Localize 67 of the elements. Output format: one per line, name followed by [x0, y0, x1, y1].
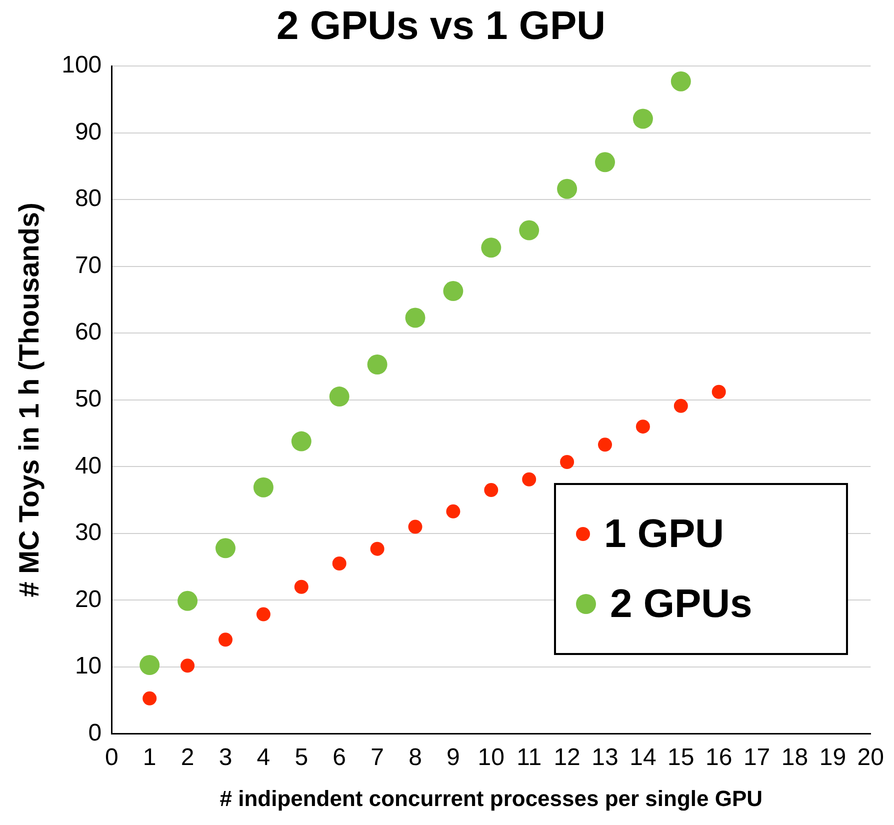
x-tick-label: 2: [180, 744, 194, 771]
point: [329, 386, 350, 407]
point: [218, 632, 232, 647]
point: [598, 438, 612, 452]
x-tick-label: 15: [668, 744, 694, 771]
x-axis-title: # indipendent concurrent processes per single GPU: [220, 786, 763, 811]
x-tick-label: 9: [446, 744, 460, 771]
x-tick-label: 8: [408, 744, 422, 771]
point: [294, 580, 308, 594]
x-tick-label: 14: [630, 744, 656, 771]
legend-label: 1 GPU: [604, 512, 724, 556]
x-tick-label: 1: [142, 744, 156, 771]
point: [215, 538, 236, 558]
point: [595, 152, 615, 172]
x-tick-label: 7: [370, 744, 384, 771]
point: [636, 420, 650, 434]
y-tick-label: 100: [62, 52, 102, 79]
point: [405, 308, 426, 328]
point: [370, 542, 384, 556]
point: [142, 691, 157, 706]
point: [178, 590, 198, 611]
point: [670, 71, 691, 92]
x-tick-label: 3: [218, 744, 232, 771]
point: [443, 281, 464, 302]
x-tick-label: 13: [592, 744, 618, 771]
x-tick-label: 10: [478, 744, 504, 771]
point: [140, 655, 160, 676]
point: [291, 431, 312, 452]
x-tick-label: 12: [554, 744, 580, 771]
x-tick-label: 17: [743, 744, 770, 771]
x-tick-label: 6: [332, 744, 346, 771]
y-axis-title: # MC Toys in 1 h (Thousands): [14, 202, 45, 598]
point: [557, 178, 578, 199]
point: [484, 483, 498, 498]
x-tick-label: 20: [857, 744, 884, 771]
y-tick-label: 90: [74, 118, 102, 146]
x-tick-label: 11: [516, 744, 542, 771]
point: [253, 477, 274, 498]
point: [408, 520, 422, 534]
point: [522, 472, 536, 486]
point: [560, 455, 574, 470]
y-tick-label: 30: [74, 519, 102, 546]
y-tick-label: 50: [74, 386, 102, 413]
point: [446, 504, 460, 518]
x-tick-label: 4: [256, 744, 270, 771]
y-tick-label: 10: [74, 652, 102, 680]
y-tick-label: 60: [74, 318, 102, 346]
x-tick-label: 18: [781, 744, 808, 771]
point: [256, 607, 270, 622]
y-tick-label: 20: [74, 586, 102, 613]
y-tick-label: 80: [74, 185, 102, 212]
point: [367, 354, 388, 375]
legend-label: 2 GPUs: [610, 582, 752, 626]
x-tick-label: 19: [819, 744, 846, 771]
point: [332, 556, 346, 571]
point: [519, 220, 540, 240]
point: [632, 108, 653, 129]
y-tick-label: 0: [88, 719, 102, 746]
x-tick-label: 5: [294, 744, 308, 771]
point: [481, 238, 502, 258]
x-tick-label: 16: [706, 744, 732, 771]
y-tick-label: 40: [74, 452, 102, 480]
y-tick-label: 70: [74, 252, 102, 279]
point: [712, 384, 726, 399]
chart-title: 2 GPUs vs 1 GPU: [276, 4, 606, 48]
point: [674, 398, 688, 413]
point: [180, 658, 195, 673]
